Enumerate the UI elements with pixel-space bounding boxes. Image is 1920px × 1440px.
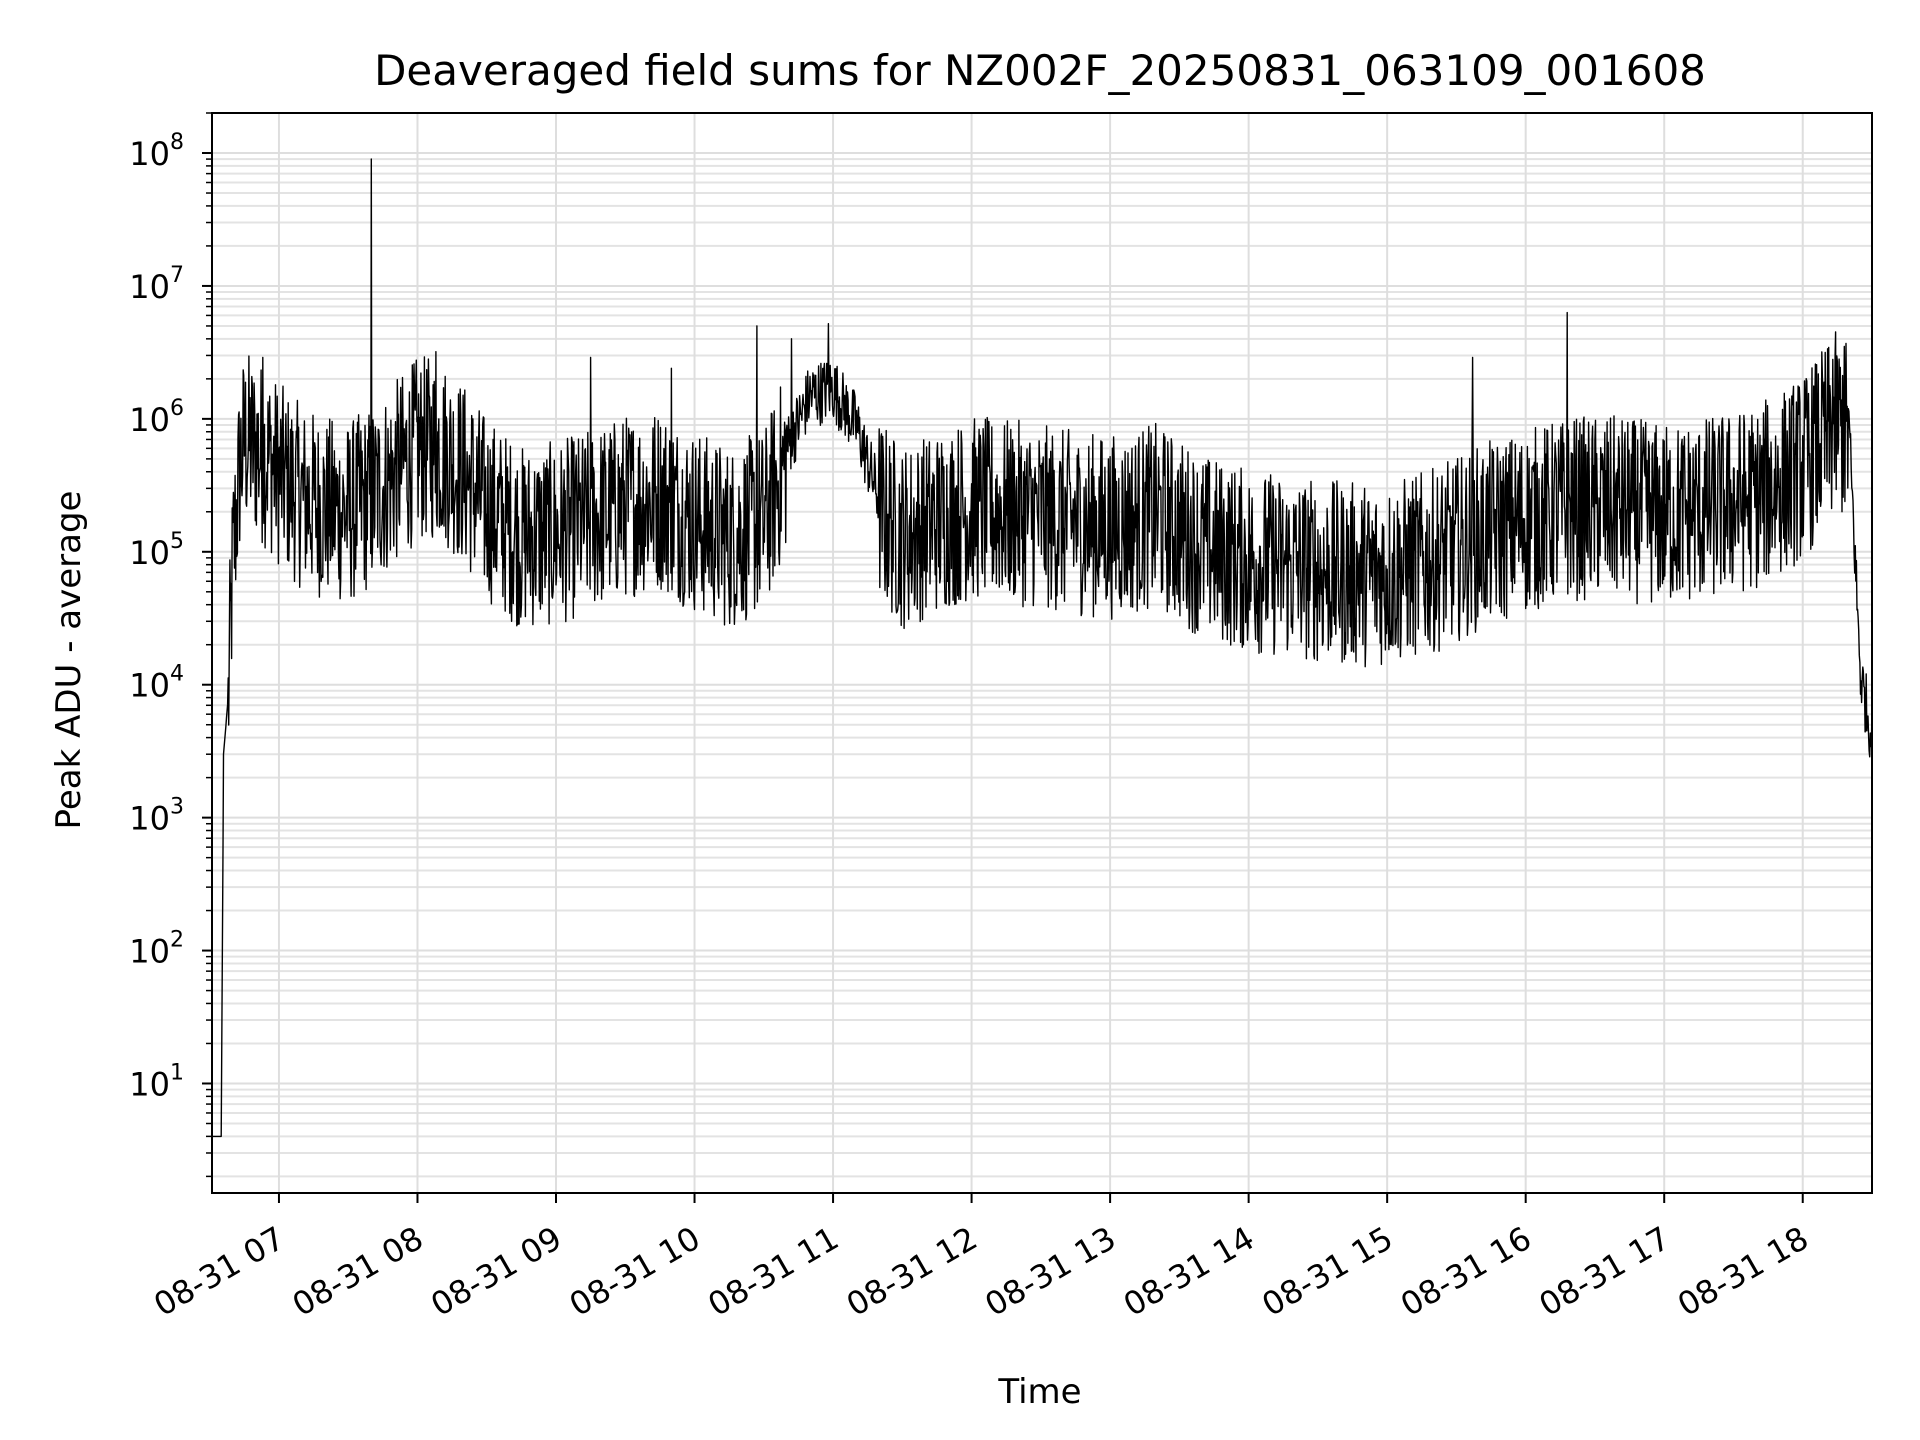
- y-tick-label: 107: [129, 263, 184, 306]
- grid: [212, 112, 1872, 1193]
- y-tick-label: 102: [129, 928, 184, 971]
- series-line: [211, 158, 1873, 1138]
- y-tick-label: 105: [129, 529, 184, 572]
- x-axis-title: Time: [997, 1372, 1081, 1412]
- y-tick-label: 108: [129, 130, 184, 173]
- y-tick-label: 101: [129, 1060, 184, 1103]
- y-tick-label: 104: [129, 662, 184, 705]
- y-tick-label: 106: [129, 396, 184, 439]
- plot-frame: [211, 112, 1873, 1194]
- data-series: [211, 158, 1873, 1138]
- y-axis-title: Peak ADU - average: [49, 491, 89, 830]
- y-tick-label: 103: [129, 795, 184, 838]
- chart-title: Deaveraged field sums for NZ002F_2025083…: [374, 46, 1706, 95]
